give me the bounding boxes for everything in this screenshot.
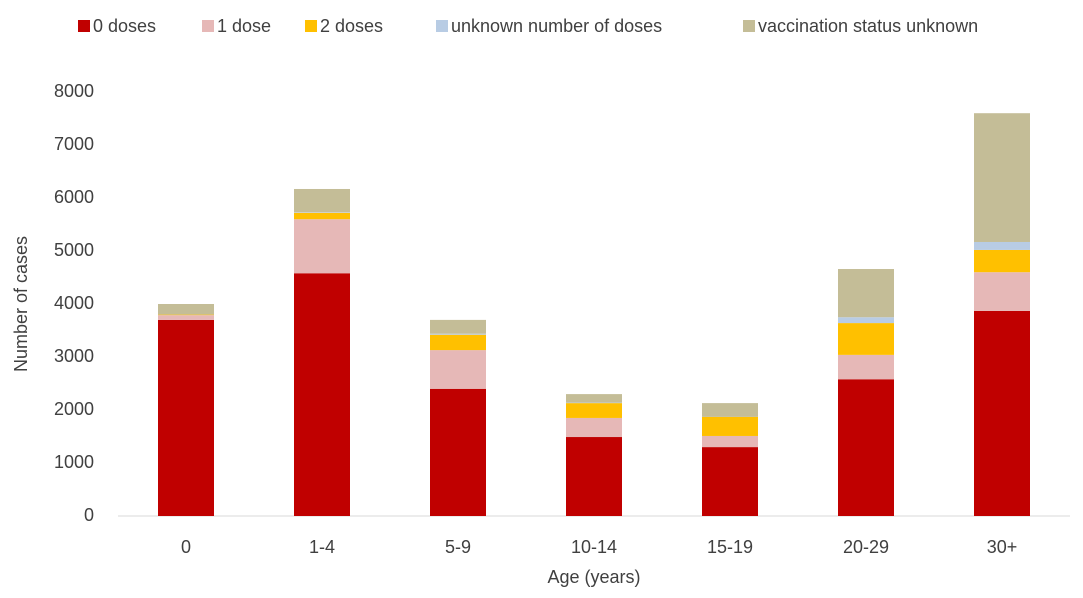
bar-segment [702,435,758,448]
x-tick-label: 0 [181,537,191,557]
legend-label: vaccination status unknown [758,16,978,36]
bar-segment [566,394,622,403]
legend-label: unknown number of doses [451,16,662,36]
bar-segment [702,403,758,417]
bar-segment [838,354,894,380]
bar-segment [702,416,758,436]
y-tick-label: 4000 [54,293,94,313]
y-tick-label: 5000 [54,240,94,260]
y-tick-label: 1000 [54,452,94,472]
x-tick-label: 10-14 [571,537,617,557]
x-tick-label: 1-4 [309,537,335,557]
bar-segment [974,272,1030,311]
legend-label: 2 doses [320,16,383,36]
legend-label: 0 doses [93,16,156,36]
x-tick-label: 5-9 [445,537,471,557]
bar-segment [974,249,1030,273]
bar-segment [566,437,622,516]
bar-segment [838,379,894,516]
bar-segment [294,219,350,274]
bar-segment [430,333,486,335]
bar-segment [158,319,214,516]
bar-segment [566,417,622,438]
bar-segment [430,388,486,516]
y-tick-label: 6000 [54,187,94,207]
y-tick-label: 0 [84,505,94,525]
bar-segment [158,304,214,315]
bar-segment [974,113,1030,242]
x-axis-title: Age (years) [547,567,640,587]
bar-segment [294,273,350,516]
bar-segment [430,350,486,389]
x-tick-label: 20-29 [843,537,889,557]
bar-segment [294,212,350,213]
bar-segment [838,323,894,355]
legend-swatch [202,20,214,32]
legend-swatch [743,20,755,32]
bar-segment [838,317,894,324]
y-tick-label: 7000 [54,134,94,154]
bar-segment [566,403,622,418]
y-tick-label: 8000 [54,81,94,101]
bar-segment [158,314,214,316]
bar-segment [294,188,350,213]
y-tick-label: 3000 [54,346,94,366]
bar-segment [158,315,214,320]
y-tick-label: 2000 [54,399,94,419]
legend-swatch [436,20,448,32]
y-axis-title: Number of cases [11,236,31,372]
x-tick-label: 15-19 [707,537,753,557]
bar-segment [838,269,894,318]
x-tick-label: 30+ [987,537,1018,557]
bar-segment [430,334,486,351]
bar-segment [294,212,350,220]
bar-segment [974,310,1030,516]
bar-segment [974,241,1030,250]
bar-segment [702,447,758,516]
legend-swatch [305,20,317,32]
legend-label: 1 dose [217,16,271,36]
bar-segment [566,402,622,404]
legend-swatch [78,20,90,32]
bar-segment [430,319,486,334]
